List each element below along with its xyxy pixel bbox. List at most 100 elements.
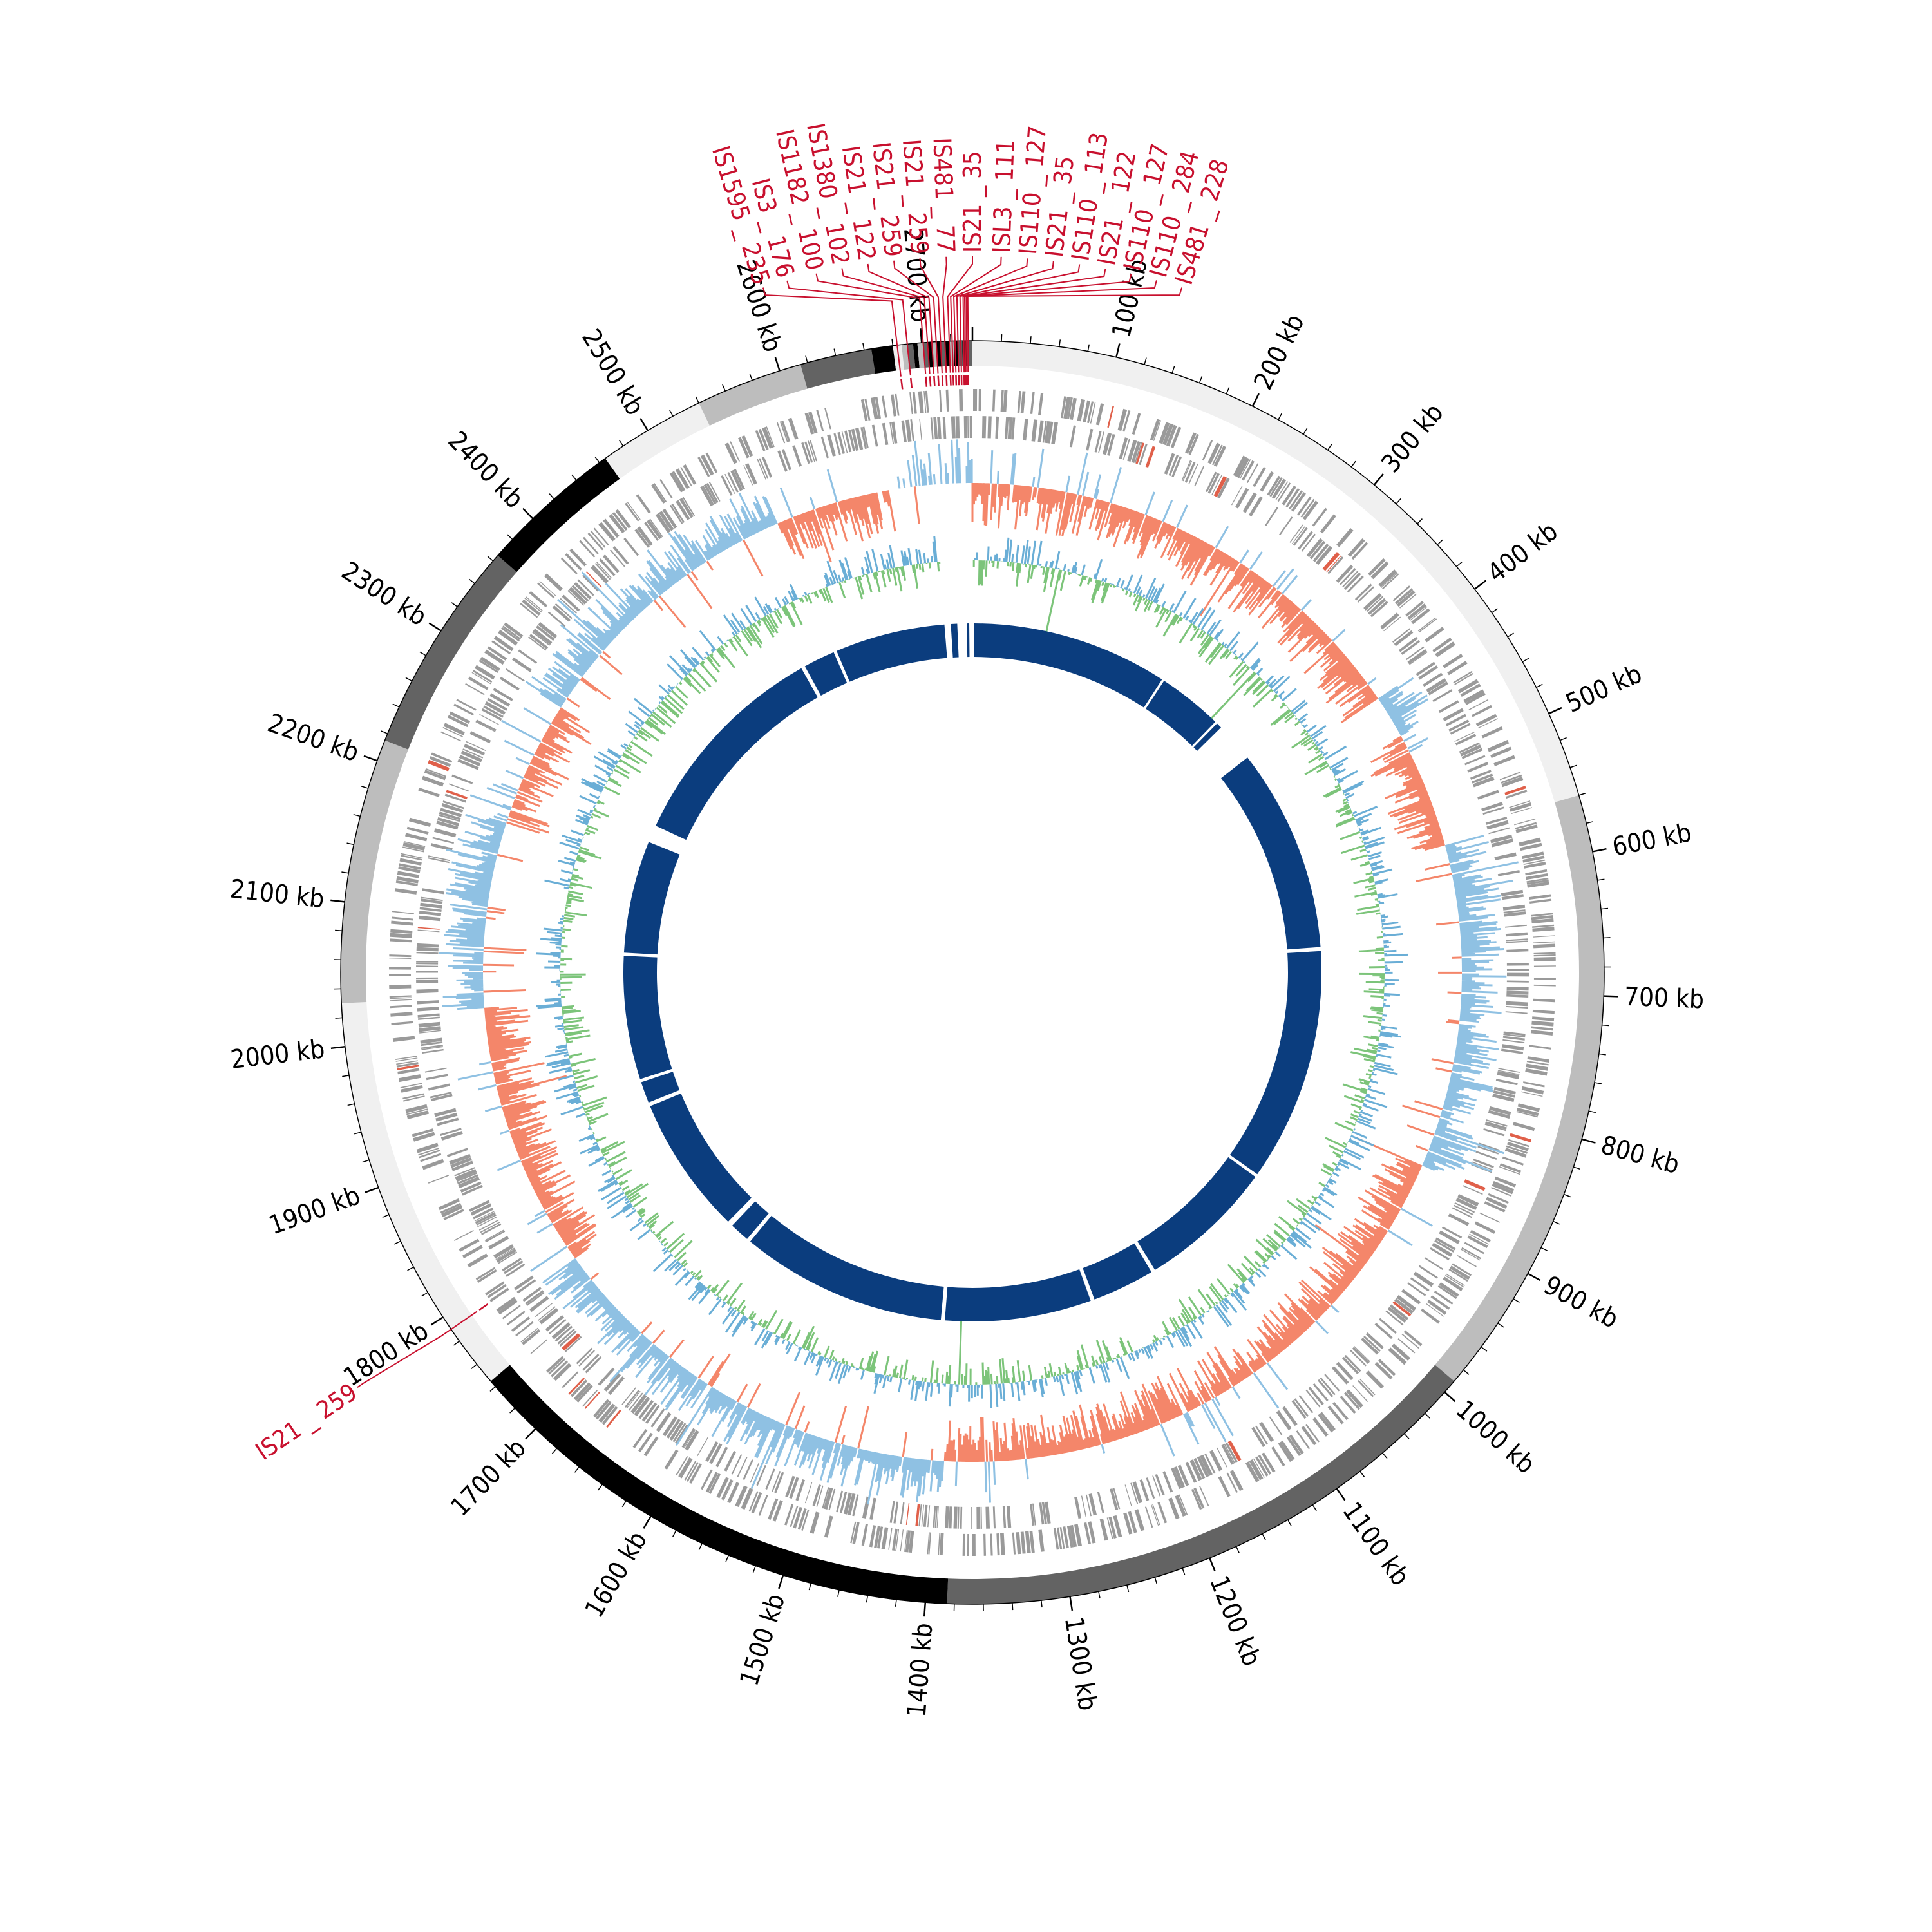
- major-tick: [1336, 1488, 1346, 1501]
- major-tick: [1592, 848, 1607, 853]
- minor-tick: [1287, 1519, 1292, 1526]
- minor-tick: [362, 1159, 370, 1163]
- is-label: ISL3 _ 111: [987, 139, 1020, 254]
- is-label-connector: [762, 287, 902, 377]
- is-label-connector: [956, 261, 1054, 373]
- minor-tick: [1312, 1504, 1317, 1511]
- is-element-mark: [933, 375, 936, 386]
- is-element-mark: [965, 375, 967, 386]
- is-element-mark: [945, 375, 948, 386]
- minor-tick: [1578, 793, 1586, 796]
- is-label: IS21 _ 35: [958, 151, 987, 252]
- synteny-block: [804, 652, 848, 696]
- is-label: IS21 _ 259: [251, 1378, 362, 1466]
- minor-tick: [1403, 1433, 1410, 1439]
- tick-label: 1200 kb: [1204, 1571, 1267, 1670]
- tick-label: 500 kb: [1562, 659, 1647, 719]
- contig-band: [871, 345, 896, 374]
- minor-tick: [341, 871, 349, 874]
- is-element-mark: [478, 1303, 489, 1311]
- minor-tick: [805, 355, 808, 363]
- major-tick: [774, 357, 781, 372]
- synteny-block: [650, 1093, 752, 1222]
- synteny-block: [1221, 757, 1321, 950]
- is-element-mark: [925, 376, 928, 387]
- contig-band: [699, 365, 808, 426]
- minor-tick: [1382, 1452, 1388, 1459]
- minor-tick: [1569, 764, 1577, 768]
- is-label: IS481 _ 77: [927, 137, 960, 254]
- minor-tick: [1087, 344, 1090, 352]
- minor-tick: [1491, 608, 1498, 613]
- minor-tick: [862, 343, 865, 350]
- is-label-connector: [867, 263, 935, 374]
- minor-tick: [837, 1589, 840, 1597]
- major-tick: [1251, 393, 1260, 407]
- major-tick: [1474, 580, 1487, 590]
- synteny-block: [750, 1215, 944, 1320]
- is-element-track: [478, 375, 969, 1311]
- gc-skew-positive: [482, 482, 1463, 1463]
- is-element-mark: [963, 375, 965, 386]
- minor-tick: [1198, 375, 1203, 383]
- minor-tick: [1522, 658, 1530, 663]
- tick-label: 1400 kb: [902, 1622, 939, 1718]
- minor-tick: [1597, 878, 1605, 881]
- minor-tick: [574, 1466, 580, 1473]
- rna-features: [397, 406, 1532, 1526]
- major-tick: [330, 1045, 345, 1050]
- minor-tick: [1059, 339, 1061, 347]
- minor-tick: [1540, 1247, 1548, 1251]
- is-label-connector: [942, 256, 947, 373]
- minor-tick: [1463, 1369, 1470, 1375]
- minor-tick: [1012, 1602, 1014, 1611]
- minor-tick: [725, 1555, 730, 1562]
- is-label-connector: [919, 258, 943, 374]
- is-element-mark: [900, 379, 904, 390]
- minor-tick: [1098, 1591, 1101, 1599]
- minor-tick: [1182, 1567, 1186, 1575]
- minor-tick: [347, 1103, 355, 1106]
- major-tick: [365, 1186, 379, 1193]
- tick-label: 1500 kb: [734, 1591, 791, 1690]
- synteny-block-ring: [623, 623, 1321, 1321]
- tick-label: 1600 kb: [580, 1526, 653, 1623]
- is-label-connector: [947, 256, 973, 373]
- major-tick: [920, 328, 923, 343]
- minor-tick: [507, 534, 513, 540]
- minor-tick: [509, 1407, 516, 1414]
- synteny-block: [623, 842, 680, 955]
- tick-label: 1300 kb: [1059, 1615, 1103, 1712]
- major-tick: [430, 1316, 444, 1326]
- minor-tick: [672, 1530, 677, 1537]
- tick-label: 2400 kb: [442, 426, 529, 514]
- synteny-block: [967, 623, 970, 658]
- major-tick: [643, 1515, 652, 1529]
- minor-tick: [1513, 1298, 1520, 1303]
- minor-tick: [1154, 1577, 1158, 1584]
- synteny-block: [945, 1269, 1091, 1321]
- minor-tick: [1586, 821, 1594, 824]
- gc-content-track: [536, 536, 1408, 1408]
- minor-tick: [1594, 1082, 1602, 1084]
- gc-skew-negative: [439, 439, 1519, 1505]
- is-label-connector: [959, 264, 1081, 373]
- is-element-mark: [958, 375, 960, 386]
- minor-tick: [549, 493, 555, 500]
- is-label-connector: [786, 280, 911, 376]
- contig-band: [341, 740, 408, 1003]
- minor-tick: [1417, 518, 1423, 524]
- minor-tick: [618, 439, 624, 446]
- is-label-connector: [815, 273, 927, 374]
- tick-label: 700 kb: [1624, 982, 1704, 1015]
- synteny-block: [974, 623, 1162, 708]
- minor-tick: [407, 1266, 414, 1271]
- minor-tick: [1030, 336, 1032, 344]
- contig-band: [497, 458, 620, 573]
- is-element-mark: [949, 375, 952, 386]
- minor-tick: [453, 1340, 460, 1346]
- minor-tick: [1507, 632, 1514, 638]
- minor-tick: [571, 474, 577, 481]
- minor-tick: [1235, 1546, 1240, 1553]
